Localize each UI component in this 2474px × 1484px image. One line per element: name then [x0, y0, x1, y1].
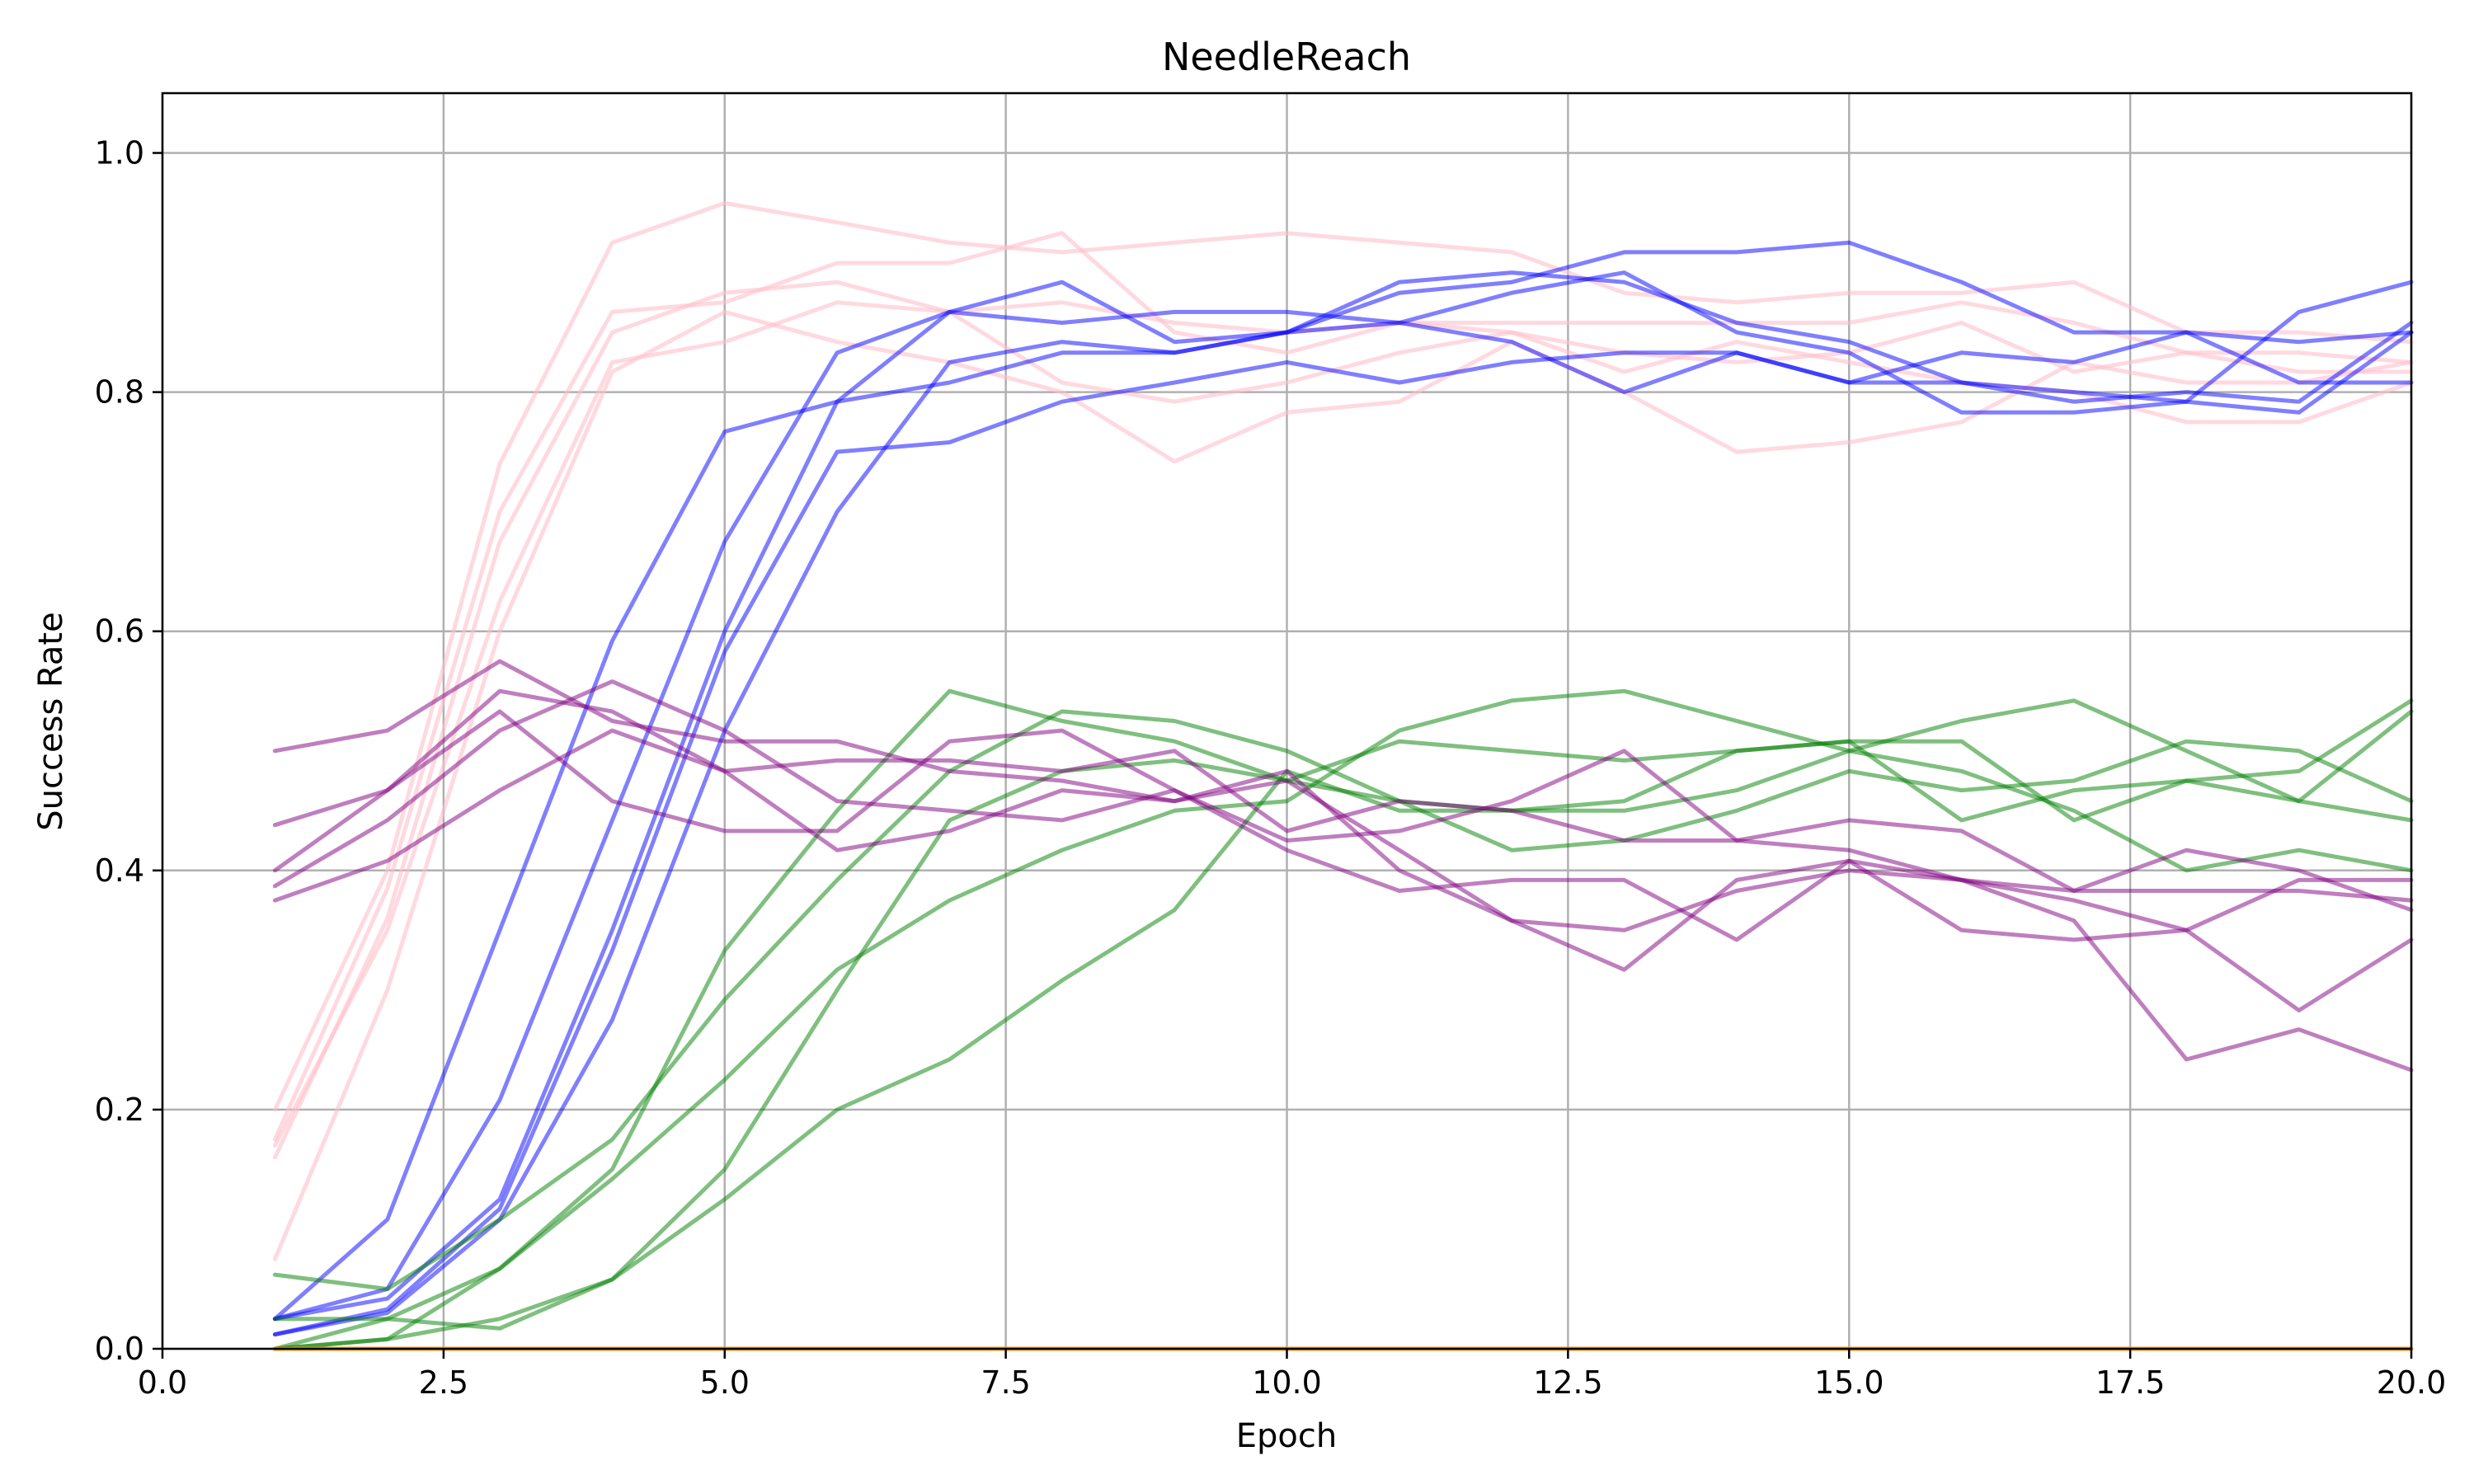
series-line-15 [272, 739, 2414, 1351]
series-line-16 [272, 659, 2414, 932]
series-line-7 [272, 270, 2414, 1322]
series-line-5 [272, 309, 2414, 1261]
series-line-20 [272, 728, 2414, 1012]
y-tick-label: 0.0 [95, 1331, 144, 1367]
y-tick-label: 0.2 [95, 1092, 144, 1128]
x-tick-label: 12.5 [1533, 1364, 1603, 1401]
grid [161, 93, 2413, 1350]
y-tick-label: 0.6 [95, 613, 144, 650]
y-axis-label: Success Rate [32, 612, 70, 830]
y-tick-label: 0.4 [95, 852, 144, 889]
x-axis-label: Epoch [1236, 1417, 1337, 1455]
chart-title: NeedleReach [1162, 35, 1411, 79]
y-tick-label: 1.0 [95, 135, 144, 171]
series-line-18 [272, 709, 2414, 942]
series-line-11 [272, 709, 2414, 1291]
y-axis: 0.0 0.2 0.4 0.6 0.8 1.0 [95, 135, 162, 1367]
series-line-10 [272, 240, 2414, 1337]
x-tick-label: 10.0 [1252, 1364, 1322, 1401]
y-tick-label: 0.8 [95, 374, 144, 411]
series-line-8 [272, 270, 2414, 1322]
x-tick-label: 5.0 [700, 1364, 750, 1401]
x-tick-label: 2.5 [419, 1364, 468, 1401]
x-tick-label: 15.0 [1814, 1364, 1884, 1401]
series-line-1 [272, 200, 2414, 1112]
x-tick-label: 17.5 [2095, 1364, 2166, 1401]
series-line-14 [272, 688, 2414, 1351]
x-tick-label: 7.5 [981, 1364, 1030, 1401]
series-line-6 [272, 321, 2414, 1322]
series-line-9 [272, 330, 2414, 1337]
series-line-2 [272, 231, 2414, 1142]
series-line-12 [272, 698, 2414, 1331]
x-tick-label: 20.0 [2377, 1364, 2447, 1401]
series-layer [272, 200, 2414, 1351]
x-axis: 0.0 2.5 5.0 7.5 10.0 12.5 15.0 17.5 20.0 [138, 1349, 2447, 1401]
series-line-19 [272, 679, 2414, 913]
x-tick-label: 0.0 [138, 1364, 187, 1401]
